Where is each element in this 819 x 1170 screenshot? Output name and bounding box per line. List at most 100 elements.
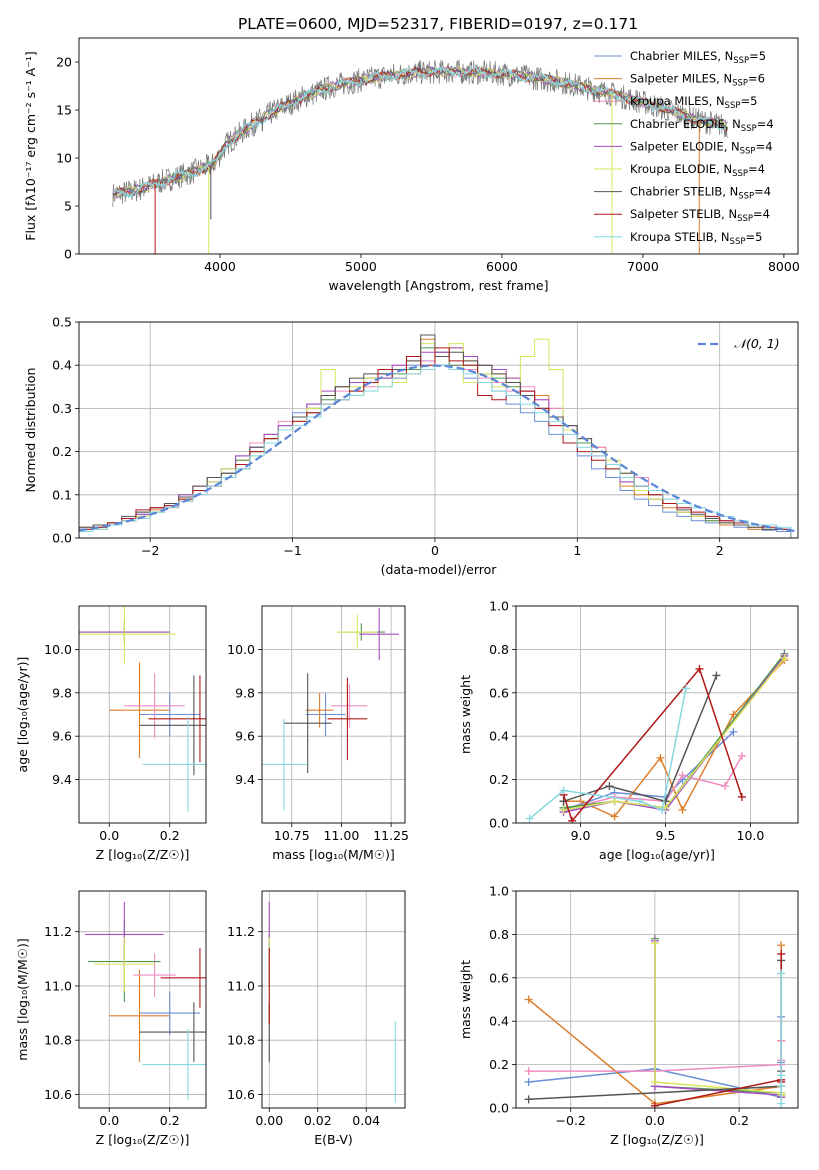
x-tick-label: 0.2 [160, 828, 180, 843]
error-bar-point [139, 991, 200, 1035]
error-bar-point [327, 677, 368, 761]
panel-2: −2 −1 0 1 2 0.0 0.1 0.2 0.3 0.4 0.5 (data-model)/er… [23, 315, 799, 577]
plus-marker [777, 1099, 786, 1108]
panel-4: 10.75 11.00 11.25 9.4 9.6 9.8 10.0 mass [log₁₀(… [227, 605, 409, 862]
panel-8: −0.2 0.0 0.2 0.0 0.2 0.4 0.6 0.8 1.0 Z [log₁₀(Z/Z… [458, 884, 799, 1147]
y-tick-label: 0.4 [489, 729, 509, 744]
y-tick-label: 0.0 [52, 531, 72, 546]
axes-frame [515, 890, 799, 1109]
error-bar-point [139, 675, 206, 776]
x-axis-label: E(B-V) [314, 1132, 353, 1147]
x-tick-label: 9.5 [656, 828, 676, 843]
plus-marker [605, 782, 614, 791]
spectrum-model-line [112, 66, 728, 196]
error-bar-point [305, 692, 334, 728]
x-tick-label: 4000 [204, 259, 236, 274]
axes-frame [515, 605, 799, 824]
x-tick-label: −2 [141, 543, 159, 558]
y-tick-label: 11.2 [44, 924, 72, 939]
x-tick-label: 0 [431, 543, 439, 558]
plus-marker [777, 969, 786, 978]
plus-marker [777, 941, 786, 950]
y-tick-label: 0.8 [489, 927, 509, 942]
plus-marker [568, 816, 577, 823]
plus-marker [720, 782, 729, 791]
y-tick-label: 10.6 [227, 1087, 255, 1102]
y-tick-label: 0.8 [489, 642, 509, 657]
y-tick-label: 0.0 [489, 816, 509, 831]
plot-area [112, 59, 728, 254]
y-axis-label: Flux [fλ10⁻¹⁷ erg cm⁻² s⁻¹ A⁻¹] [23, 51, 38, 240]
y-tick-label: 0.5 [52, 315, 72, 330]
x-axis-label: (data-model)/error [381, 562, 498, 577]
x-tick-label: 0.0 [99, 1113, 119, 1128]
y-axis-label: mass weight [458, 960, 473, 1039]
y-tick-label: 9.4 [52, 772, 72, 787]
error-bar-point [160, 947, 206, 1008]
axes-frame [78, 321, 799, 539]
error-bar-point [337, 614, 378, 650]
x-tick-label: 11.00 [324, 828, 360, 843]
y-tick-label: 0.4 [52, 358, 72, 373]
x-tick-label: 10.75 [274, 828, 310, 843]
error-bar-point [142, 716, 206, 813]
error-bar-point [148, 675, 206, 763]
axes-frame [78, 890, 207, 1109]
error-bar-point [142, 1029, 206, 1100]
x-tick-label: −1 [283, 543, 301, 558]
panel-5: 9.0 9.5 10.0 0.0 0.2 0.4 0.6 0.8 1.0 age [log₁₀(a… [458, 599, 799, 862]
y-axis-label: mass weight [458, 675, 473, 754]
plus-marker [678, 805, 687, 814]
x-tick-label: 0.04 [352, 1113, 380, 1128]
y-tick-label: 10.8 [227, 1033, 255, 1048]
y-tick-label: 20 [56, 55, 72, 70]
y-axis-label: mass [log₁₀(M/M☉)] [15, 938, 30, 1060]
error-bar-point [109, 969, 170, 1062]
plus-marker [695, 664, 704, 673]
legend-label: Salpeter ELODIE, NSSP=4 [630, 139, 773, 156]
plot-area [268, 901, 396, 1103]
legend-label: 𝒩(0, 1) [734, 336, 780, 351]
error-bar-point [124, 673, 185, 739]
normal-curve [79, 364, 797, 533]
x-axis-label: Z [log₁₀(Z/Z☉)] [96, 1132, 190, 1147]
plus-marker [610, 812, 619, 821]
x-tick-label: 0.02 [304, 1113, 332, 1128]
y-tick-label: 0.2 [52, 444, 72, 459]
x-tick-label: 0.0 [645, 1113, 665, 1128]
spectrum-model-line [112, 64, 728, 199]
panel-3: 0.0 0.2 9.4 9.6 9.8 10.0 Z [log₁₀(Z/Z☉)] age [l… [15, 605, 207, 862]
error-bar-point [94, 937, 155, 992]
x-tick-label: 2 [716, 543, 724, 558]
x-tick-label: 11.25 [373, 828, 409, 843]
y-tick-label: 9.8 [52, 685, 72, 700]
histogram-step [79, 364, 792, 538]
x-tick-label: −0.2 [556, 1113, 586, 1128]
y-tick-label: 0 [64, 247, 72, 262]
x-tick-label: 1 [573, 543, 581, 558]
plus-marker [678, 771, 687, 780]
x-axis-label: age [log₁₀(age/yr)] [599, 847, 715, 862]
plus-marker [777, 1071, 786, 1080]
y-tick-label: 0.4 [489, 1014, 509, 1029]
x-tick-label: 0.2 [160, 1113, 180, 1128]
plus-marker [524, 1067, 533, 1076]
y-tick-label: 0.6 [489, 970, 509, 985]
legend-label: Kroupa MILES, NSSP=5 [630, 94, 757, 111]
plus-marker [559, 786, 568, 795]
x-tick-label: 5000 [345, 259, 377, 274]
error-bar-point [79, 606, 176, 665]
y-tick-label: 10.0 [227, 642, 255, 657]
y-tick-label: 0.2 [489, 1057, 509, 1072]
error-bar-point [283, 673, 332, 774]
y-axis-label: age [log₁₀(age/yr)] [15, 657, 30, 773]
plus-marker [610, 797, 619, 806]
plus-marker [729, 710, 738, 719]
x-tick-label: 9.0 [571, 828, 591, 843]
y-tick-label: 15 [56, 103, 72, 118]
x-axis-label: Z [log₁₀(Z/Z☉)] [610, 1132, 704, 1147]
axes-frame [78, 37, 799, 255]
y-tick-label: 10.0 [44, 642, 72, 657]
legend-label: Chabrier MILES, NSSP=5 [630, 49, 766, 66]
